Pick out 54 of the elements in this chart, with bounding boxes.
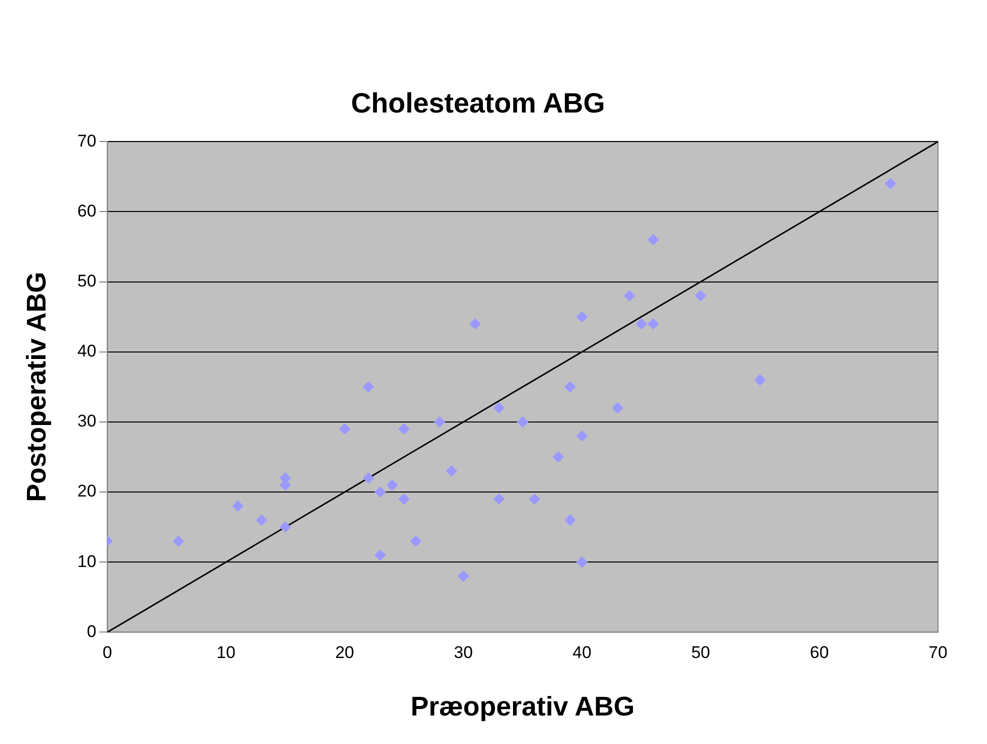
point — [458, 570, 469, 582]
x-axis-title: Præoperativ ABG — [410, 691, 635, 722]
point — [754, 374, 766, 386]
point — [362, 381, 374, 392]
x-tick-label: 60 — [810, 643, 829, 662]
y-tick-label: 10 — [77, 552, 96, 571]
point — [612, 402, 624, 414]
point — [695, 290, 706, 302]
point — [624, 290, 635, 302]
point — [493, 494, 504, 505]
y-tick-label: 20 — [77, 482, 96, 501]
point — [398, 494, 410, 505]
point — [885, 178, 896, 190]
point — [648, 234, 659, 246]
y-tick-label: 0 — [86, 622, 96, 641]
point — [410, 536, 422, 547]
point — [552, 451, 564, 462]
point — [173, 536, 184, 547]
y-tick-label: 50 — [77, 271, 96, 290]
point — [256, 514, 268, 526]
x-tick-label: 10 — [216, 643, 236, 662]
point — [648, 318, 659, 330]
point — [434, 416, 446, 428]
y-axis-title: Postoperativ ABG — [22, 272, 52, 502]
point — [339, 423, 350, 434]
point — [576, 430, 588, 442]
x-tick-label: 40 — [572, 643, 592, 662]
y-tick-label: 30 — [77, 412, 96, 431]
point — [446, 466, 457, 477]
point — [636, 318, 647, 330]
point — [374, 550, 386, 561]
point — [564, 381, 576, 392]
point — [398, 423, 410, 434]
point — [517, 416, 528, 428]
point — [374, 486, 386, 498]
point — [493, 402, 504, 414]
point — [362, 472, 374, 484]
point — [470, 318, 481, 330]
point — [564, 514, 576, 526]
y-tick-label: 70 — [77, 131, 96, 150]
x-tick-label: 30 — [454, 643, 473, 662]
x-tick-label: 50 — [691, 643, 710, 662]
x-tick-label: 20 — [335, 643, 354, 662]
point — [529, 494, 540, 505]
x-tick-label: 70 — [928, 643, 948, 662]
chart-title: Cholesteatom ABG — [350, 88, 606, 119]
y-tick-label: 60 — [77, 201, 96, 220]
x-tick-label: 0 — [102, 643, 112, 662]
point — [232, 500, 244, 512]
point — [386, 480, 398, 491]
point — [576, 311, 588, 322]
y-tick-label: 40 — [77, 342, 96, 361]
point — [280, 522, 291, 533]
point — [576, 556, 588, 568]
